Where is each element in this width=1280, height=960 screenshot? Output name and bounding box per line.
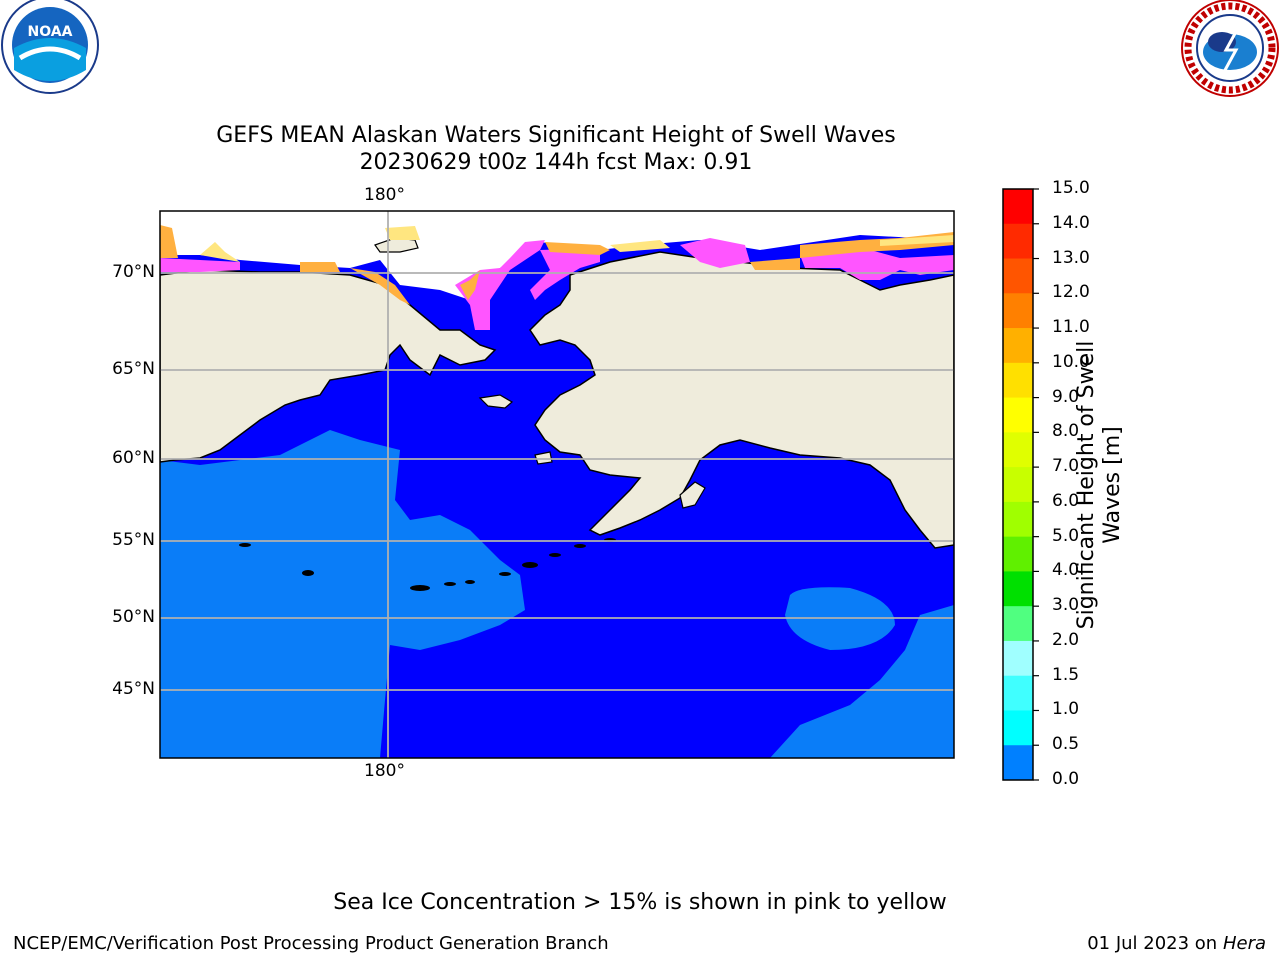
lat-label-45: 45°N <box>112 679 155 699</box>
sea-ice <box>160 225 954 330</box>
lon-label-top: 180° <box>364 185 405 205</box>
colorbar-tick-label: 10.0 <box>1052 351 1090 372</box>
map-frame <box>159 210 955 759</box>
colorbar-segment <box>1003 745 1033 781</box>
colorbar-segment <box>1003 675 1033 711</box>
colorbar-tick-label: 9.0 <box>1052 386 1080 407</box>
colorbar-segment <box>1003 536 1033 572</box>
lat-label-55: 55°N <box>112 530 155 550</box>
colorbar-tick-label: 0.5 <box>1052 734 1080 755</box>
footer-machine: Hera <box>1222 933 1266 954</box>
ocean-mid-swell-west <box>160 430 525 758</box>
colorbar-segment <box>1003 362 1033 399</box>
colorbar-tick-label: 6.0 <box>1052 490 1080 511</box>
lon-label-bottom: 180° <box>364 761 405 781</box>
colorbar-segment <box>1003 328 1033 364</box>
colorbar-tick-label: 15.0 <box>1052 178 1090 198</box>
colorbar-title-line-2: Waves [m] <box>1100 426 1125 544</box>
lat-label-60: 60°N <box>112 448 155 468</box>
noaa-logo-text: NOAA <box>28 24 73 40</box>
chart-title: GEFS MEAN Alaskan Waters Significant Hei… <box>156 122 956 176</box>
colorbar-segment <box>1003 258 1033 294</box>
colorbar-tick-label: 5.0 <box>1052 525 1080 546</box>
lat-label-70: 70°N <box>112 262 155 282</box>
graticule <box>160 211 954 758</box>
colorbar-segment <box>1003 397 1033 433</box>
colorbar-tick-label: 11.0 <box>1052 317 1090 338</box>
colorbar-segment <box>1003 710 1033 746</box>
colorbar-segment <box>1003 432 1033 468</box>
colorbar-title-line-1: Significant Height of Swell <box>1074 340 1099 630</box>
colorbar-tick-label: 4.0 <box>1052 560 1080 581</box>
colorbar-frame <box>1002 188 1034 781</box>
colorbar-tick-label: 12.0 <box>1052 282 1090 303</box>
colorbar-tick-label: 7.0 <box>1052 456 1080 477</box>
colorbar-title: Significant Height of Swell Waves [m] <box>1074 335 1126 635</box>
colorbar <box>1002 188 1039 781</box>
colorbar-tick-label: 1.5 <box>1052 664 1080 685</box>
colorbar-tick-label: 2.0 <box>1052 629 1080 650</box>
nws-logo <box>1181 0 1279 97</box>
colorbar-tick-label: 8.0 <box>1052 421 1080 442</box>
sea-ice-note: Sea Ice Concentration > 15% is shown in … <box>333 890 947 915</box>
colorbar-segment <box>1003 189 1033 225</box>
colorbar-segment <box>1003 293 1033 329</box>
map-area <box>160 211 954 758</box>
colorbar-segment <box>1003 606 1033 642</box>
land-st-lawrence-island <box>478 394 514 409</box>
lat-label-50: 50°N <box>112 607 155 627</box>
colorbar-tick-label: 14.0 <box>1052 212 1090 233</box>
colorbar-tick-label: 0.0 <box>1052 769 1080 789</box>
colorbar-segment <box>1003 571 1033 607</box>
footer-date: 01 Jul 2023 on Hera <box>1087 933 1266 954</box>
land-nunivak-island <box>534 451 553 465</box>
colorbar-tick-label: 1.0 <box>1052 699 1080 720</box>
noaa-logo: NOAA <box>1 0 99 94</box>
footer-date-text: 01 Jul 2023 on <box>1087 933 1218 954</box>
colorbar-tick-label: 3.0 <box>1052 595 1080 616</box>
arctic-white <box>160 211 954 300</box>
colorbar-segment <box>1003 640 1033 677</box>
colorbar-segment <box>1003 467 1033 503</box>
lat-label-65: 65°N <box>112 359 155 379</box>
land-kodiak-island <box>679 481 706 509</box>
title-line-2: 20230629 t00z 144h fcst Max: 0.91 <box>359 150 753 175</box>
colorbar-tick-label: 13.0 <box>1052 247 1090 268</box>
ocean-mid-swell-southeast <box>770 605 954 758</box>
footer-credit: NCEP/EMC/Verification Post Processing Pr… <box>13 933 609 954</box>
colorbar-segment <box>1003 223 1033 260</box>
colorbar-segment <box>1003 501 1033 538</box>
title-line-1: GEFS MEAN Alaskan Waters Significant Hei… <box>216 123 896 148</box>
